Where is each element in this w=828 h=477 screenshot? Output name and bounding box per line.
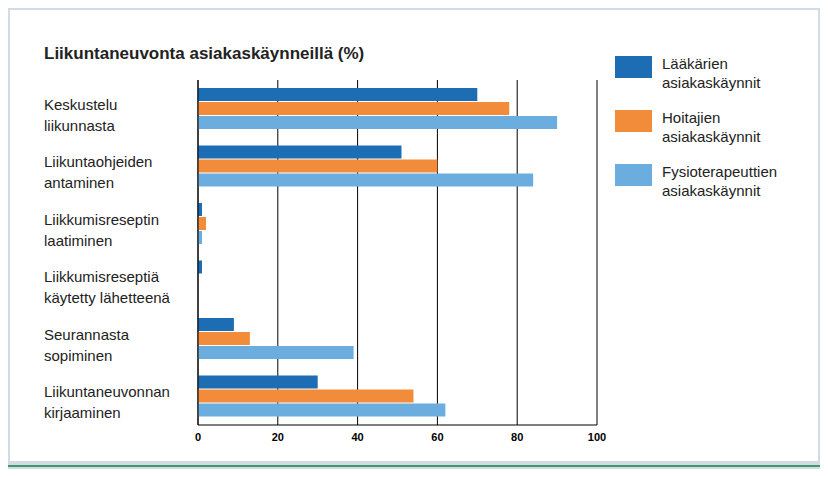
svg-text:100: 100 — [588, 431, 606, 443]
svg-text:Seurannastasopiminen: Seurannastasopiminen — [44, 325, 130, 363]
svg-text:20: 20 — [272, 431, 284, 443]
svg-text:40: 40 — [351, 431, 363, 443]
html-text:Hoitajien asiakaskäynnit: Hoitajien asiakaskäynnit — [662, 109, 761, 145]
svg-text:80: 80 — [511, 431, 523, 443]
svg-text:Liikkumisreseptiäkäytetty lähe: Liikkumisreseptiäkäytetty lähetteenä — [44, 268, 171, 306]
svg-text:Liikkumisreseptinlaatiminen: Liikkumisreseptinlaatiminen — [44, 210, 159, 248]
svg-text:Liikuntaneuvonnankirjaaminen: Liikuntaneuvonnankirjaaminen — [44, 383, 170, 421]
html-text:Lääkärien asiakaskäynnit: Lääkärien asiakaskäynnit — [662, 55, 761, 91]
html-text:Fysioterapeuttien asiakaskäynn: Fysioterapeuttien asiakaskäynnit — [662, 163, 778, 199]
svg-text:0: 0 — [195, 431, 201, 443]
html-text:Liikuntaneuvonta asiakaskäynne: Liikuntaneuvonta asiakaskäynneillä (%) — [44, 44, 365, 63]
svg-text:Liikuntaohjeidenantaminen: Liikuntaohjeidenantaminen — [44, 153, 152, 191]
svg-text:Keskusteluliikunnasta: Keskusteluliikunnasta — [44, 95, 117, 133]
svg-text:60: 60 — [431, 431, 443, 443]
